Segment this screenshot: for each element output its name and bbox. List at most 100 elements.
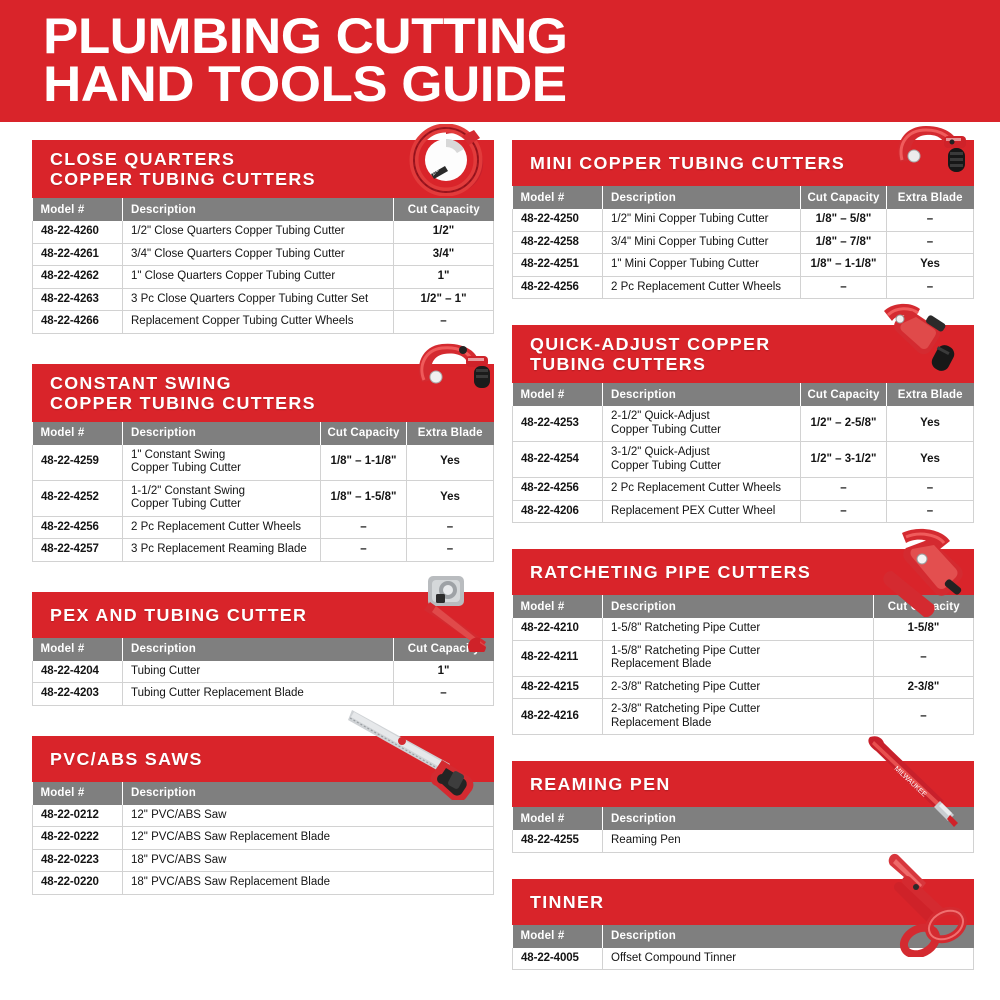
cell-extra-blade: Yes bbox=[886, 441, 974, 478]
section-header-constant-swing: CONSTANT SWING COPPER TUBING CUTTERS bbox=[32, 343, 494, 422]
col-header-model: Model # bbox=[512, 186, 603, 209]
cell-model-number: 48-22-4259 bbox=[32, 444, 123, 481]
cell-model-number: 48-22-4255 bbox=[512, 830, 603, 853]
cell-extra-blade: – bbox=[886, 477, 974, 501]
cell-description: 18" PVC/ABS Saw Replacement Blade bbox=[122, 871, 494, 895]
cell-description: 12" PVC/ABS Saw Replacement Blade bbox=[122, 826, 494, 850]
table-row: 48-22-4255 Reaming Pen bbox=[512, 830, 974, 853]
section-title: PVC/ABS SAWS bbox=[50, 748, 203, 769]
cell-description: 1" Constant Swing Copper Tubing Cutter bbox=[122, 444, 321, 481]
col-header-cut-capacity: Cut Capacity bbox=[800, 383, 887, 406]
cell-model-number: 48-22-4251 bbox=[512, 253, 603, 277]
table-header-row: Model # Description Cut Capacity bbox=[32, 198, 494, 221]
col-header-extra-blade: Extra Blade bbox=[886, 383, 974, 406]
cell-description: 1-5/8" Ratcheting Pipe Cutter bbox=[602, 618, 874, 641]
cell-cut-capacity: – bbox=[320, 538, 407, 562]
section-title: REAMING PEN bbox=[530, 774, 671, 794]
cell-description: 18" PVC/ABS Saw bbox=[122, 849, 494, 872]
cell-cut-capacity: 1/8" – 1-5/8" bbox=[320, 480, 407, 517]
cell-description: 2 Pc Replacement Cutter Wheels bbox=[602, 477, 801, 501]
cell-description: Offset Compound Tinner bbox=[602, 947, 974, 970]
section-header-ratcheting-pipe-cutters: RATCHETING PIPE CUTTERS bbox=[512, 528, 974, 618]
cell-cut-capacity: 1/2" – 2-5/8" bbox=[800, 406, 887, 442]
table-row: 48-22-0220 18" PVC/ABS Saw Replacement Bl… bbox=[32, 871, 494, 895]
section-title: RATCHETING PIPE CUTTERS bbox=[530, 562, 812, 582]
table-row: 48-22-4203 Tubing Cutter Replacement Blad… bbox=[32, 682, 494, 706]
section-constant-swing: CONSTANT SWING COPPER TUBING CUTTERS Mod… bbox=[32, 343, 494, 562]
col-header-model: Model # bbox=[32, 781, 123, 805]
section-title: MINI COPPER TUBING CUTTERS bbox=[530, 153, 846, 173]
section-tinner: TINNER Model # Description 48-22-4005 Offse… bbox=[512, 853, 974, 970]
section-header-pex-and-tubing-cutter: PEX AND TUBING CUTTER bbox=[32, 575, 494, 655]
cell-model-number: 48-22-4258 bbox=[512, 231, 603, 254]
cell-cut-capacity: – bbox=[873, 698, 974, 735]
cell-description: 3/4" Close Quarters Copper Tubing Cutter bbox=[122, 243, 394, 266]
cell-model-number: 48-22-4005 bbox=[512, 947, 603, 970]
section-mini-copper-tubing-cutters: MINI COPPER TUBING CUTTERS Model # Descri… bbox=[512, 126, 974, 299]
table-header-row: Model # Description Cut Capacity Extra Blad… bbox=[512, 383, 974, 406]
table-mini-copper-tubing-cutters: Model # Description Cut Capacity Extra Blad… bbox=[512, 186, 974, 299]
cell-model-number: 48-22-4260 bbox=[32, 221, 123, 244]
cell-cut-capacity: 1" bbox=[393, 265, 494, 289]
col-header-extra-blade: Extra Blade bbox=[886, 186, 974, 209]
table-header-row: Model # Description Cut Capacity Extra Blad… bbox=[32, 421, 494, 445]
section-header-reaming-pen: REAMING PEN MILWAUKEE bbox=[512, 736, 974, 827]
cell-cut-capacity: 1/2" bbox=[393, 221, 494, 244]
page-title: PLUMBING CUTTING HAND TOOLS GUIDE bbox=[43, 8, 568, 112]
col-header-description: Description bbox=[602, 807, 974, 830]
section-title: CONSTANT SWING COPPER TUBING CUTTERS bbox=[50, 372, 316, 413]
table-reaming-pen: Model # Description 48-22-4255 Reaming Pen bbox=[512, 807, 974, 853]
table-row: 48-22-4257 3 Pc Replacement Reaming Blade… bbox=[32, 538, 494, 562]
cell-description: Reaming Pen bbox=[602, 830, 974, 853]
cell-model-number: 48-22-4206 bbox=[512, 500, 603, 523]
section-ratcheting-pipe-cutters: RATCHETING PIPE CUTTERS Model # Descripti… bbox=[512, 528, 974, 735]
svg-text:1/2: 1/2 bbox=[430, 167, 441, 178]
cell-model-number: 48-22-4210 bbox=[512, 618, 603, 641]
table-row: 48-22-4262 1" Close Quarters Copper Tubin… bbox=[32, 265, 494, 289]
cell-model-number: 48-22-4257 bbox=[32, 538, 123, 562]
cell-extra-blade: Yes bbox=[886, 406, 974, 442]
cell-model-number: 48-22-4256 bbox=[512, 276, 603, 299]
col-header-model: Model # bbox=[512, 807, 603, 830]
col-header-description: Description bbox=[122, 198, 394, 221]
col-header-description: Description bbox=[602, 383, 801, 406]
table-row: 48-22-0222 12" PVC/ABS Saw Replacement Bl… bbox=[32, 826, 494, 850]
table-row: 48-22-0212 12" PVC/ABS Saw bbox=[32, 804, 494, 827]
cell-model-number: 48-22-0223 bbox=[32, 849, 123, 872]
cell-description: 3 Pc Replacement Reaming Blade bbox=[122, 538, 321, 562]
cell-cut-capacity: – bbox=[320, 516, 407, 539]
cell-extra-blade: Yes bbox=[886, 253, 974, 277]
cell-model-number: 48-22-4262 bbox=[32, 265, 123, 289]
cell-cut-capacity: 3/4" bbox=[393, 243, 494, 266]
cell-extra-blade: – bbox=[406, 538, 494, 562]
col-header-description: Description bbox=[602, 186, 801, 209]
table-row: 48-22-4256 2 Pc Replacement Cutter Wheels… bbox=[512, 276, 974, 299]
table-row: 48-22-4216 2-3/8" Ratcheting Pipe Cutter … bbox=[512, 698, 974, 735]
section-gap bbox=[512, 523, 974, 549]
cell-cut-capacity: 2-3/8" bbox=[873, 676, 974, 699]
cell-extra-blade: Yes bbox=[406, 480, 494, 517]
table-quick-adjust-copper-tubing-cutters: Model # Description Cut Capacity Extra Blad… bbox=[512, 383, 974, 523]
table-row: 48-22-4206 Replacement PEX Cutter Wheel – – bbox=[512, 500, 974, 523]
col-header-cut-capacity: Cut Capacity bbox=[393, 637, 494, 661]
table-row: 48-22-4260 1/2" Close Quarters Copper Tub… bbox=[32, 221, 494, 244]
table-header-row: Model # Description Cut Capacity bbox=[32, 637, 494, 661]
section-reaming-pen: REAMING PEN MILWAUKEE Model # Description… bbox=[512, 736, 974, 853]
col-header-description: Description bbox=[122, 637, 394, 661]
col-header-description: Description bbox=[602, 924, 974, 948]
cell-cut-capacity: 1/8" – 5/8" bbox=[800, 209, 887, 232]
close-quarters-cutter-icon: 1/2 bbox=[406, 123, 486, 197]
table-header-row: Model # Description bbox=[512, 924, 974, 948]
cell-model-number: 48-22-4261 bbox=[32, 243, 123, 266]
table-row: 48-22-4253 2-1/2" Quick-Adjust Copper Tub… bbox=[512, 406, 974, 442]
section-header-pvc-abs-saws: PVC/ABS SAWS bbox=[32, 709, 494, 802]
cell-model-number: 48-22-4253 bbox=[512, 406, 603, 442]
cell-cut-capacity: 1/8" – 1-1/8" bbox=[320, 444, 407, 481]
cell-description: Replacement Copper Tubing Cutter Wheels bbox=[122, 310, 394, 334]
cell-description: 1" Mini Copper Tubing Cutter bbox=[602, 253, 801, 277]
cell-extra-blade: – bbox=[886, 276, 974, 299]
cell-description: 2 Pc Replacement Cutter Wheels bbox=[602, 276, 801, 299]
section-gap bbox=[512, 299, 974, 325]
section-gap bbox=[32, 334, 494, 364]
cell-model-number: 48-22-4256 bbox=[512, 477, 603, 501]
